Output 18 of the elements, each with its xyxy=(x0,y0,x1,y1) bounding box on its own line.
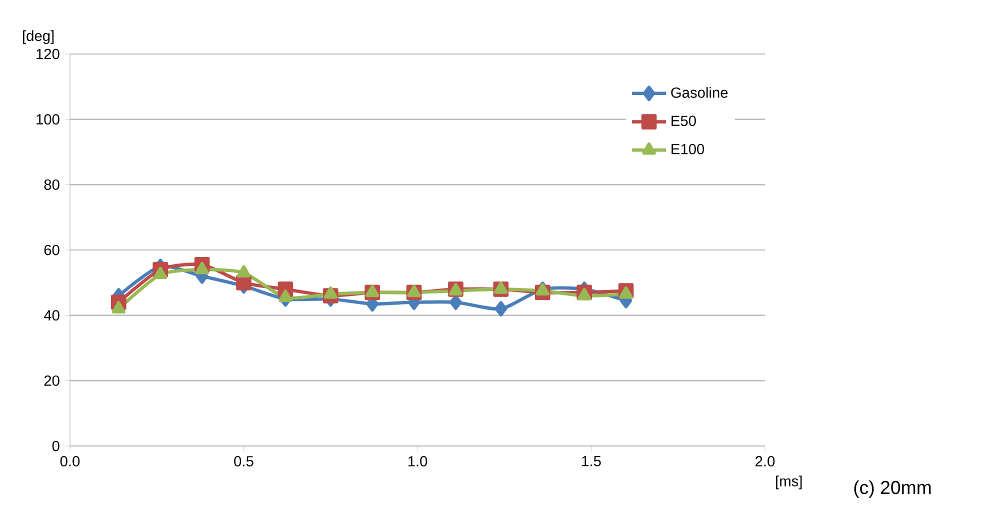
legend-label: E50 xyxy=(672,116,696,126)
x-tick-label: 0.0 xyxy=(60,456,80,466)
x-tick-label: 2.0 xyxy=(756,456,775,466)
y-tick-label: 80 xyxy=(44,179,60,190)
y-tick-label: 100 xyxy=(36,114,60,125)
x-tick-label: 0.5 xyxy=(234,456,254,466)
x-tick-label: 1.5 xyxy=(582,456,601,466)
x-tick-label: 1.0 xyxy=(408,456,428,466)
y-tick-label: 60 xyxy=(44,244,60,256)
y-axis-title: [deg] xyxy=(23,30,54,44)
y-tick-label: 40 xyxy=(44,310,60,321)
legend-label: Gasoline xyxy=(671,87,728,98)
y-tick-label: 0 xyxy=(52,440,60,452)
text: (c) 20mm xyxy=(854,480,931,498)
y-tick-label: 20 xyxy=(44,375,60,386)
y-tick-label: 120 xyxy=(36,48,60,60)
legend-label: E100 xyxy=(672,144,704,154)
x-axis-title: [ms] xyxy=(776,476,802,490)
